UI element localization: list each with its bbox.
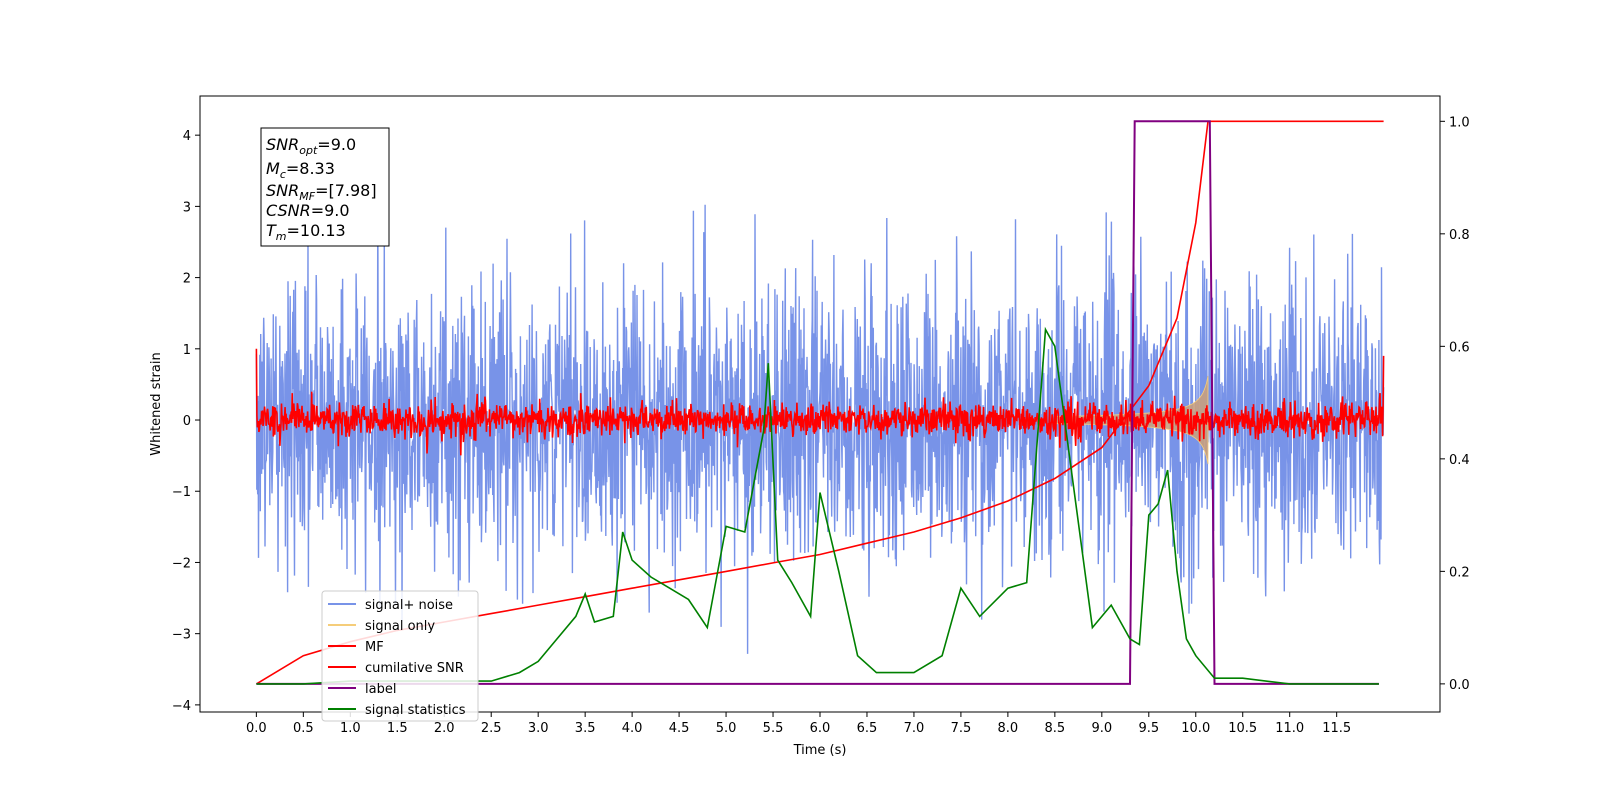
x-tick-label: 7.5 <box>951 721 972 736</box>
series-signal-statistics-line <box>256 326 1379 685</box>
x-tick-label: 2.5 <box>481 721 502 736</box>
annotation-snr-mf: SNRMF=[7.98] <box>266 181 377 203</box>
annotation-box: SNRopt=9.0 Mc=8.33 SNRMF=[7.98] CSNR=9.0… <box>260 127 390 247</box>
x-tick-label: 7.0 <box>904 721 925 736</box>
x-tick-label: 8.5 <box>1045 721 1066 736</box>
x-tick-label: 3.0 <box>528 721 549 736</box>
y-axis-label: Whitened strain <box>149 352 164 455</box>
series-label-line <box>256 120 1379 685</box>
legend-label-label: label <box>365 682 396 697</box>
x-tick-label: 4.5 <box>669 721 690 736</box>
x-tick-label: 5.5 <box>763 721 784 736</box>
y-left-tick-label: 0 <box>183 414 191 429</box>
y-left-tick-label: −3 <box>172 628 191 643</box>
y-right-tick-label: 0.6 <box>1449 340 1470 355</box>
x-tick-label: 3.5 <box>575 721 596 736</box>
y-left-tick-label: −2 <box>172 556 191 571</box>
x-tick-label: 9.5 <box>1138 721 1159 736</box>
x-tick-label: 9.0 <box>1091 721 1112 736</box>
y-left-tick-label: −1 <box>172 485 191 500</box>
x-tick-label: 6.5 <box>857 721 878 736</box>
x-axis-label: Time (s) <box>793 743 847 758</box>
legend: signal+ noise signal only MF cumilative … <box>321 590 479 722</box>
x-tick-label: 0.5 <box>293 721 314 736</box>
annotation-snr-opt: SNRopt=9.0 <box>266 135 356 157</box>
legend-label-cumulative-snr: cumilative SNR <box>365 661 464 676</box>
series-mf-line <box>255 348 1385 456</box>
annotation-csnr: CSNR=9.0 <box>266 201 350 220</box>
y-left-tick-label: −4 <box>172 699 191 714</box>
x-tick-label: 1.5 <box>387 721 408 736</box>
y-right-tick-label: 0.2 <box>1449 565 1470 580</box>
x-tick-label: 0.0 <box>246 721 267 736</box>
y-left-tick-label: 1 <box>183 343 191 358</box>
legend-label-signal-statistics: signal statistics <box>365 703 466 718</box>
x-tick-label: 6.0 <box>810 721 831 736</box>
axis-ticks: 0.0 0.5 1.0 1.5 2.0 2.5 3.0 3.5 4.0 4.5 5.0 5.5 6.0 6… <box>172 115 1470 736</box>
annotation-tm: Tm=10.13 <box>266 221 346 243</box>
annotation-frame <box>260 127 390 247</box>
annotation-mc: Mc=8.33 <box>266 159 335 181</box>
y-right-tick-label: 0.4 <box>1449 453 1470 468</box>
y-left-tick-label: 3 <box>183 200 191 215</box>
x-tick-label: 2.0 <box>434 721 455 736</box>
legend-label-mf: MF <box>365 640 384 655</box>
legend-label-signal-only: signal only <box>365 619 435 634</box>
x-tick-label: 11.5 <box>1322 721 1351 736</box>
y-left-tick-label: 4 <box>183 129 191 144</box>
x-tick-label: 10.0 <box>1181 721 1210 736</box>
legend-label-signal-noise: signal+ noise <box>365 598 453 613</box>
x-tick-label: 4.0 <box>622 721 643 736</box>
x-tick-label: 1.0 <box>340 721 361 736</box>
y-right-tick-label: 1.0 <box>1449 115 1470 130</box>
y-right-tick-label: 0.0 <box>1449 678 1470 693</box>
legend-frame <box>321 590 479 722</box>
y-left-tick-label: 2 <box>183 272 191 287</box>
series-signal-noise-line <box>255 190 1385 654</box>
x-tick-label: 10.5 <box>1228 721 1257 736</box>
x-tick-label: 8.0 <box>998 721 1019 736</box>
x-tick-label: 11.0 <box>1275 721 1304 736</box>
x-tick-label: 5.0 <box>716 721 737 736</box>
y-right-tick-label: 0.8 <box>1449 228 1470 243</box>
